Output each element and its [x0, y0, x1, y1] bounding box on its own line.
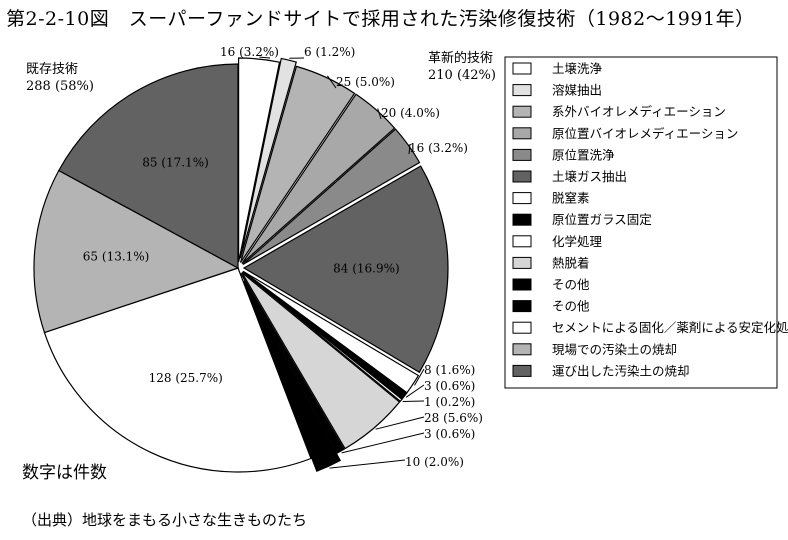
- legend-label-0: 土壌洗浄: [552, 61, 603, 76]
- legend-swatch-12: [512, 321, 532, 334]
- slice-data-label-9: 28 (5.6%): [424, 411, 483, 425]
- legend-swatch-1: [512, 84, 532, 97]
- slice-data-label-2: 25 (5.0%): [336, 75, 395, 89]
- legend-label-14: 運び出した汚染土の焼却: [552, 363, 690, 378]
- legend-swatch-6: [512, 192, 532, 205]
- leader-lines: [259, 56, 425, 469]
- leader-line-11: [329, 459, 406, 469]
- pie-slice-11: [243, 280, 342, 473]
- leader-line-8: [402, 400, 425, 402]
- units-note: 数字は件数: [22, 463, 107, 483]
- legend-swatch-5: [512, 170, 532, 183]
- legend-swatch-4: [512, 148, 532, 161]
- slice-data-label-4: 16 (3.2%): [409, 141, 468, 155]
- pie-slice-2: [239, 65, 356, 263]
- source-note: （出典）地球をまもる小さな生きものたち: [22, 511, 308, 529]
- legend-label-12: セメントによる固化／薬剤による安定化処理: [552, 320, 788, 335]
- legend-swatch-10: [512, 278, 532, 291]
- legend-label-6: 脱窒素: [552, 191, 590, 206]
- slice-data-label-13: 65 (13.1%): [83, 250, 150, 264]
- legend-swatch-13: [512, 343, 532, 356]
- legend-label-5: 土壌ガス抽出: [552, 169, 627, 184]
- slice-labels: 84 (16.9%) 128 (25.7%) 65 (13.1%) 85 (17.1%…: [83, 45, 483, 469]
- leader-line-7: [405, 384, 425, 398]
- legend-label-9: 熱脱着: [552, 255, 590, 270]
- legend-swatch-8: [512, 235, 532, 248]
- chart-title: 第2-2-10図 スーパーファンドサイトで採用された汚染修復技術（1982～19…: [6, 8, 755, 30]
- pie-slice-3: [241, 93, 396, 264]
- legend-label-3: 原位置バイオレメディエーション: [552, 126, 738, 141]
- slice-data-label-5: 84 (16.9%): [333, 261, 400, 275]
- slice-data-label-12: 128 (25.7%): [149, 371, 223, 385]
- legend-label-10: その他: [552, 277, 590, 292]
- legend-swatch-2: [512, 105, 532, 118]
- group-label-innovative-value: 210 (42%): [428, 68, 496, 83]
- leader-line-4: [408, 143, 411, 155]
- slice-data-label-11: 10 (2.0%): [405, 455, 464, 469]
- slice-data-label-3: 20 (4.0%): [381, 106, 440, 120]
- pie-slice-10: [240, 272, 345, 454]
- legend: 土壌洗浄溶媒抽出系外バイオレメディエーション原位置バイオレメディエーション原位置…: [504, 56, 788, 389]
- slice-data-label-7: 3 (0.6%): [424, 379, 475, 393]
- legend-label-7: 原位置ガラス固定: [552, 212, 652, 227]
- slice-data-label-6: 8 (1.6%): [424, 363, 475, 377]
- legend-label-4: 原位置洗浄: [552, 147, 615, 162]
- leader-line-3: [377, 108, 382, 120]
- group-label-existing-name: 既存技術: [26, 62, 78, 77]
- leader-line-6: [414, 368, 425, 386]
- slice-data-label-10: 3 (0.6%): [424, 427, 475, 441]
- slice-data-label-14: 85 (17.1%): [142, 155, 209, 169]
- pie-slice-8: [242, 271, 403, 403]
- legend-swatch-14: [512, 364, 532, 377]
- pie-slice-9: [241, 272, 401, 450]
- pie-slice-13: [33, 169, 240, 334]
- group-label-existing-value: 288 (58%): [26, 79, 94, 94]
- pie-slice-1: [239, 57, 298, 259]
- legend-label-1: 溶媒抽出: [552, 83, 602, 98]
- slice-data-label-8: 1 (0.2%): [424, 395, 475, 409]
- group-label-innovative-name: 革新的技術: [428, 50, 493, 66]
- leader-line-9: [375, 416, 425, 430]
- legend-swatch-11: [512, 300, 532, 313]
- legend-swatch-7: [512, 213, 532, 226]
- pie-slice-14: [57, 63, 239, 270]
- slice-data-label-0: 16 (3.2%): [220, 45, 279, 59]
- pie-slice-0: [238, 57, 281, 263]
- legend-swatch-3: [512, 127, 532, 140]
- leader-line-2: [326, 75, 337, 89]
- pie-slice-12: [43, 267, 312, 473]
- pie-slice-4: [242, 128, 421, 266]
- slice-data-label-1: 6 (1.2%): [304, 45, 355, 59]
- pie-slices: [33, 57, 449, 473]
- legend-box: [504, 56, 778, 389]
- legend-swatch-9: [512, 256, 532, 269]
- legend-label-8: 化学処理: [552, 234, 603, 249]
- legend-label-2: 系外バイオレメディエーション: [552, 104, 726, 119]
- legend-label-13: 現場での汚染土の焼却: [552, 342, 677, 357]
- leader-line-10: [341, 432, 425, 454]
- legend-swatch-0: [512, 62, 532, 75]
- legend-label-11: その他: [552, 299, 590, 314]
- pie-slice-5: [242, 165, 449, 374]
- leader-line-0: [259, 56, 271, 59]
